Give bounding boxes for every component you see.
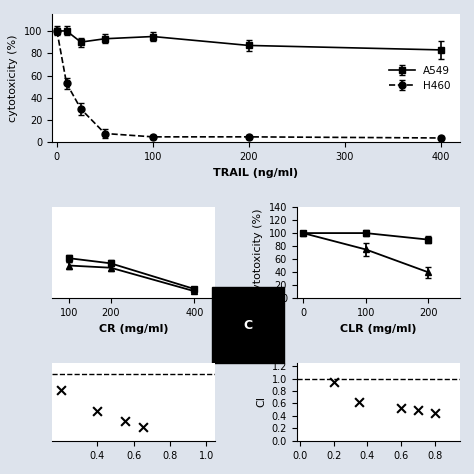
Point: [121, 417, 128, 425]
Y-axis label: CI: CI: [256, 396, 266, 407]
Point: [431, 409, 438, 417]
Point: [94, 407, 101, 415]
Point: [139, 424, 146, 431]
Y-axis label: cytotoxicity (%): cytotoxicity (%): [9, 35, 18, 122]
Point: [414, 406, 421, 413]
X-axis label: CLR (mg/ml): CLR (mg/ml): [340, 324, 417, 334]
Point: [355, 399, 363, 406]
Y-axis label: cytotoxicity (%): cytotoxicity (%): [253, 209, 263, 296]
X-axis label: CR (mg/ml): CR (mg/ml): [99, 324, 168, 334]
Point: [330, 378, 337, 385]
Legend: A549, H460: A549, H460: [384, 62, 455, 95]
Legend: trail 0ng, trail 40ng: trail 0ng, trail 40ng: [294, 210, 382, 243]
Point: [57, 387, 65, 394]
Point: [397, 405, 405, 412]
Text: C: C: [243, 319, 252, 332]
X-axis label: TRAIL (ng/ml): TRAIL (ng/ml): [213, 168, 299, 178]
